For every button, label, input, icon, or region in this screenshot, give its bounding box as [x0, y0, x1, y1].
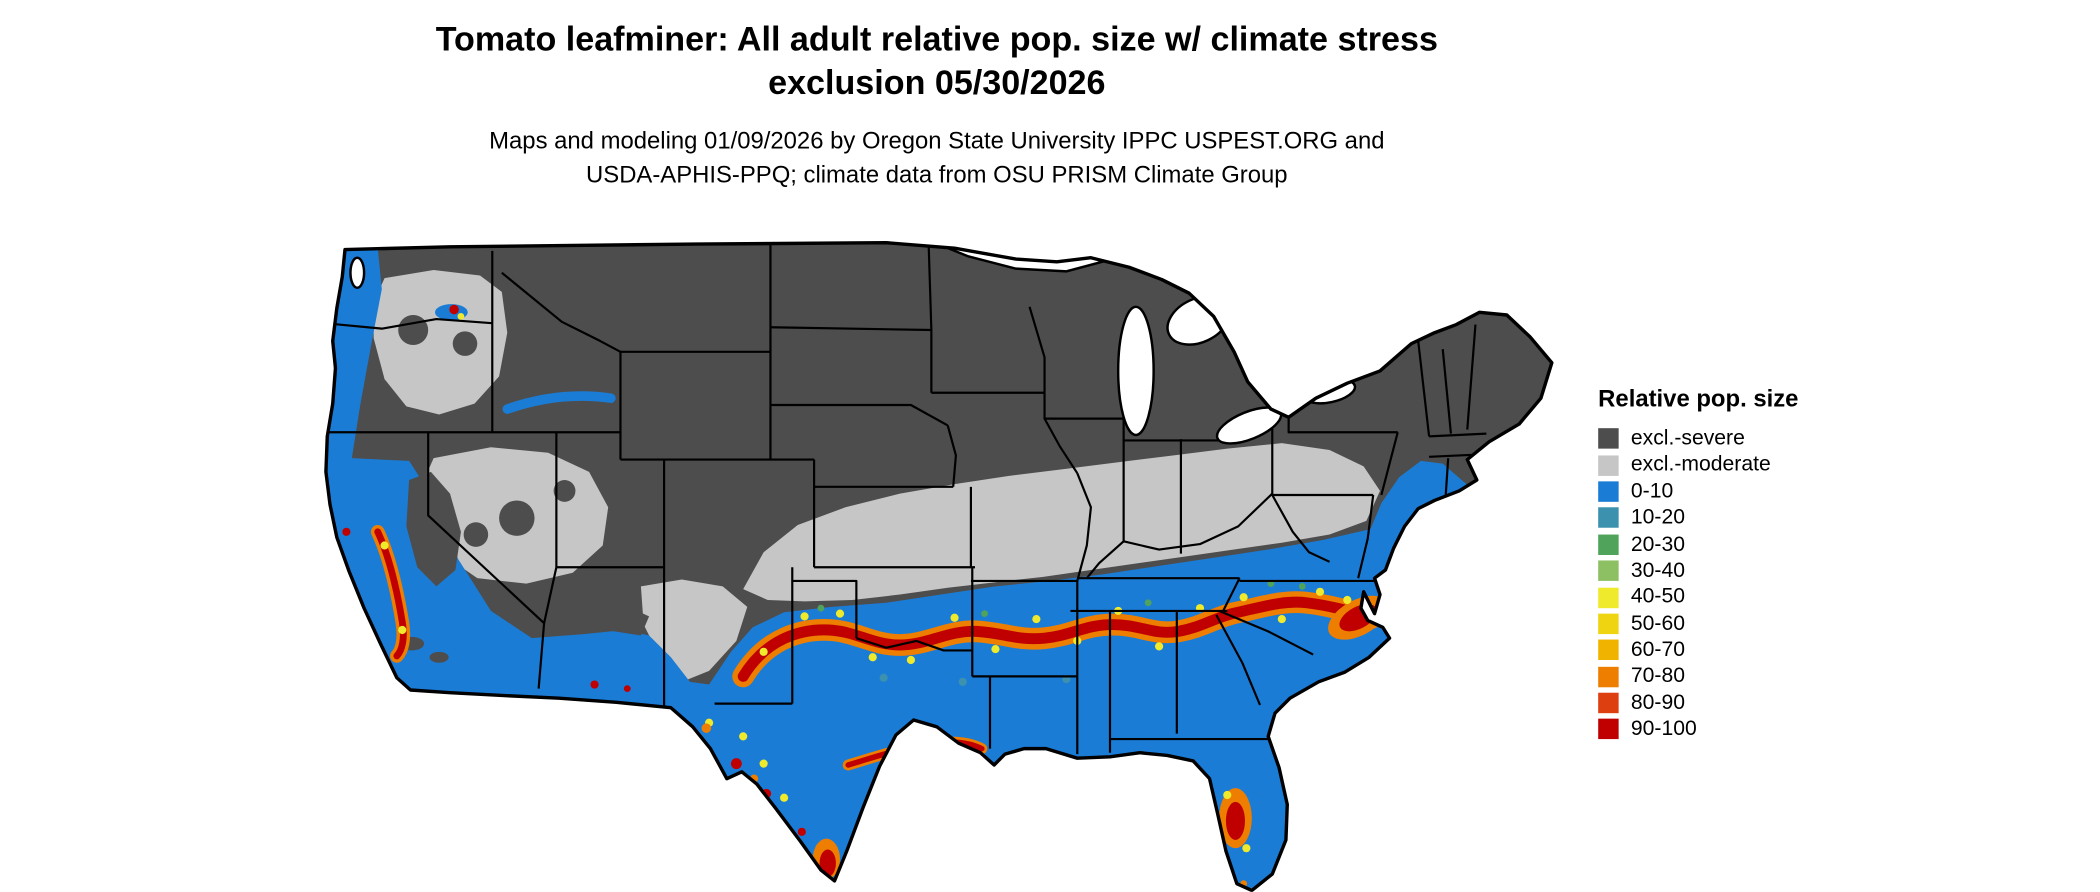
legend-entry: 40-50: [1598, 584, 1798, 610]
legend-entry-label: excl.-severe: [1630, 426, 1745, 450]
excl-moderate-pnw: [373, 270, 508, 415]
legend-entry-label: 0-10: [1630, 479, 1674, 503]
legend-entry: 90-100: [1598, 716, 1798, 742]
legend-entry: 70-80: [1598, 663, 1798, 689]
legend-swatch: [1598, 692, 1619, 714]
lake-michigan: [1116, 305, 1155, 437]
legend-swatch: [1598, 481, 1619, 502]
legend-entry: 0-10: [1598, 478, 1798, 504]
figure-header: Tomato leafminer: All adult relative pop…: [245, 19, 1628, 193]
excl-moderate-central-band: [743, 443, 1381, 602]
legend-entry: excl.-moderate: [1598, 452, 1798, 478]
legend-entry: 30-40: [1598, 558, 1798, 584]
legend-swatch: [1598, 534, 1619, 555]
map-title-line-2: exclusion 05/30/2026: [768, 63, 1106, 102]
florida-hotspot: [1219, 788, 1252, 849]
map-subtitle-line-2: USDA-APHIS-PPQ; climate data from OSU PR…: [586, 161, 1288, 189]
legend-swatch: [1598, 428, 1619, 449]
legend-entry-label: 50-60: [1630, 611, 1685, 636]
us-outline: [324, 241, 1554, 892]
map-title: Tomato leafminer: All adult relative pop…: [245, 19, 1628, 105]
legend-entry: 20-30: [1598, 531, 1798, 557]
legend-swatch: [1598, 719, 1619, 740]
map-subtitle: Maps and modeling 01/09/2026 by Oregon S…: [245, 124, 1628, 193]
central-valley-band: [370, 525, 411, 663]
legend-swatch: [1598, 454, 1619, 476]
legend-entry: 80-90: [1598, 690, 1798, 716]
map-subtitle-line-1: Maps and modeling 01/09/2026 by Oregon S…: [489, 126, 1385, 155]
legend-entry-label: 90-100: [1630, 717, 1697, 741]
legend-swatch: [1598, 560, 1619, 582]
legend-entry: 50-60: [1598, 611, 1798, 637]
legend-entry: 60-70: [1598, 637, 1798, 663]
legend-entry: 10-20: [1598, 505, 1798, 531]
az-highlands-patch: [570, 594, 650, 636]
legend-entry-label: 70-80: [1630, 664, 1685, 688]
legend-entry: excl.-severe: [1598, 425, 1798, 451]
legend-swatch: [1598, 613, 1619, 634]
legend: Relative pop. size excl.-severe excl.-mod…: [1598, 385, 1798, 743]
legend-entry-label: 40-50: [1630, 585, 1685, 609]
speckles: [342, 304, 1352, 891]
state-borders: [325, 244, 1490, 755]
legend-title: Relative pop. size: [1598, 384, 1799, 412]
legend-entry-label: 60-70: [1630, 638, 1685, 662]
map-title-line-1: Tomato leafminer: All adult relative pop…: [435, 20, 1438, 59]
legend-entry-label: 10-20: [1630, 506, 1685, 530]
legend-entry-label: 80-90: [1630, 691, 1685, 715]
legend-swatch: [1598, 639, 1619, 661]
legend-rows: excl.-severe excl.-moderate 0-10 10-20 20-30…: [1598, 425, 1798, 742]
legend-swatch: [1598, 507, 1619, 529]
excl-moderate-pa: [1279, 454, 1361, 483]
sierra-patch: [406, 471, 461, 587]
population-raster: [325, 242, 1552, 891]
legend-swatch: [1598, 666, 1619, 687]
legend-entry-label: 20-30: [1630, 532, 1685, 556]
legend-entry-label: excl.-moderate: [1630, 453, 1771, 477]
legend-swatch: [1598, 587, 1619, 608]
puget-sound: [349, 256, 366, 289]
legend-entry-label: 30-40: [1630, 558, 1685, 583]
